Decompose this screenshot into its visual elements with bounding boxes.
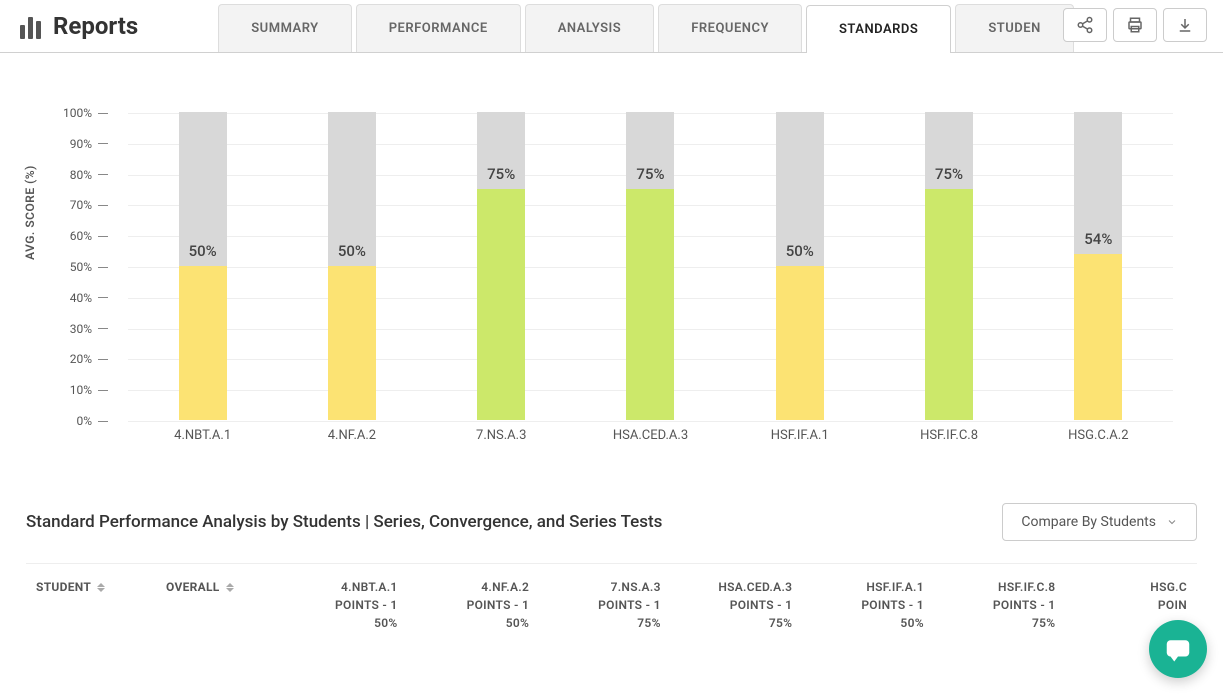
th-7.NS.A.3[interactable]: 7.NS.A.3POINTS - 175% [539,564,671,646]
bar-value-label: 50% [338,242,366,260]
table-title: Standard Performance Analysis by Student… [26,512,662,532]
compare-label: Compare By Students [1021,514,1156,530]
bar-value-label: 50% [189,242,217,260]
table-header: STUDENTOVERALL4.NBT.A.1POINTS - 150%4.NF… [26,563,1197,646]
bar-x-label: 4.NBT.A.1 [174,428,231,443]
bar-HSF.IF.C.8[interactable]: 75%HSF.IF.C.8 [925,112,973,420]
bar-4.NF.A.2[interactable]: 50%4.NF.A.2 [328,112,376,420]
bar-x-label: HSA.CED.A.3 [613,428,688,443]
tab-standards[interactable]: STANDARDS [806,5,951,53]
header: Reports SUMMARYPERFORMANCEANALYSISFREQUE… [0,0,1223,53]
y-tick: 20% [52,352,108,366]
bar-x-label: 7.NS.A.3 [476,428,526,443]
y-tick: 90% [52,137,108,151]
tabs: SUMMARYPERFORMANCEANALYSISFREQUENCYSTAND… [218,0,1074,52]
y-tick: 30% [52,322,108,336]
th-student[interactable]: STUDENT [26,564,156,646]
y-tick: 80% [52,168,108,182]
title-section: Reports [0,12,158,40]
y-tick: 10% [52,383,108,397]
bar-x-label: HSF.IF.A.1 [771,428,829,443]
table-header-row: Standard Performance Analysis by Student… [26,503,1197,541]
download-button[interactable] [1163,8,1207,42]
bar-value-label: 75% [935,165,963,183]
bar-x-label: 4.NF.A.2 [328,428,376,443]
bars-container: 50%4.NBT.A.1 50%4.NF.A.2 75%7.NS.A.3 75%HSA… [128,113,1173,421]
tab-performance[interactable]: PERFORMANCE [356,4,521,52]
th-4.NF.A.2[interactable]: 4.NF.A.2POINTS - 150% [408,564,540,646]
share-button[interactable] [1063,8,1107,42]
y-tick: 40% [52,291,108,305]
bar-value-label: 75% [636,165,664,183]
y-tick: 70% [52,198,108,212]
bar-4.NBT.A.1[interactable]: 50%4.NBT.A.1 [179,112,227,420]
y-axis-label: AVG. SCORE (%) [23,165,37,260]
compare-dropdown[interactable]: Compare By Students [1002,503,1197,541]
y-tick: 100% [52,106,108,120]
chat-button[interactable] [1149,620,1207,678]
tab-analysis[interactable]: ANALYSIS [525,4,655,52]
page-title: Reports [53,12,138,40]
chevron-down-icon [1166,516,1178,528]
th-HSF.IF.A.1[interactable]: HSF.IF.A.1POINTS - 150% [802,564,934,646]
bar-HSG.C.A.2[interactable]: 54%HSG.C.A.2 [1074,112,1122,420]
y-ticks: 0%10%20%30%40%50%60%70%80%90%100% [48,113,108,421]
th-4.NBT.A.1[interactable]: 4.NBT.A.1POINTS - 150% [276,564,408,646]
bar-value-label: 75% [487,165,515,183]
tab-studen[interactable]: STUDEN [955,4,1073,52]
bar-x-label: HSG.C.A.2 [1068,428,1128,443]
reports-icon [20,13,41,39]
chart-area: AVG. SCORE (%) 0% 10% 20% 30% 40% 50% 60% 70% 80… [0,53,1223,483]
print-button[interactable] [1113,8,1157,42]
bar-value-label: 54% [1084,230,1112,248]
bar-HSF.IF.A.1[interactable]: 50%HSF.IF.A.1 [776,112,824,420]
action-icons [1063,8,1207,42]
tab-frequency[interactable]: FREQUENCY [658,4,802,52]
bar-HSA.CED.A.3[interactable]: 75%HSA.CED.A.3 [626,112,674,420]
tab-summary[interactable]: SUMMARY [218,4,351,52]
y-tick: 50% [52,260,108,274]
bar-7.NS.A.3[interactable]: 75%7.NS.A.3 [477,112,525,420]
table-section: Standard Performance Analysis by Student… [0,483,1223,666]
y-tick: 0% [52,414,108,428]
th-HSF.IF.C.8[interactable]: HSF.IF.C.8POINTS - 175% [934,564,1066,646]
bar-value-label: 50% [786,242,814,260]
y-tick: 60% [52,229,108,243]
bar-x-label: HSF.IF.C.8 [920,428,978,443]
th-HSA.CED.A.3[interactable]: HSA.CED.A.3POINTS - 175% [671,564,803,646]
th-overall[interactable]: OVERALL [156,564,276,646]
